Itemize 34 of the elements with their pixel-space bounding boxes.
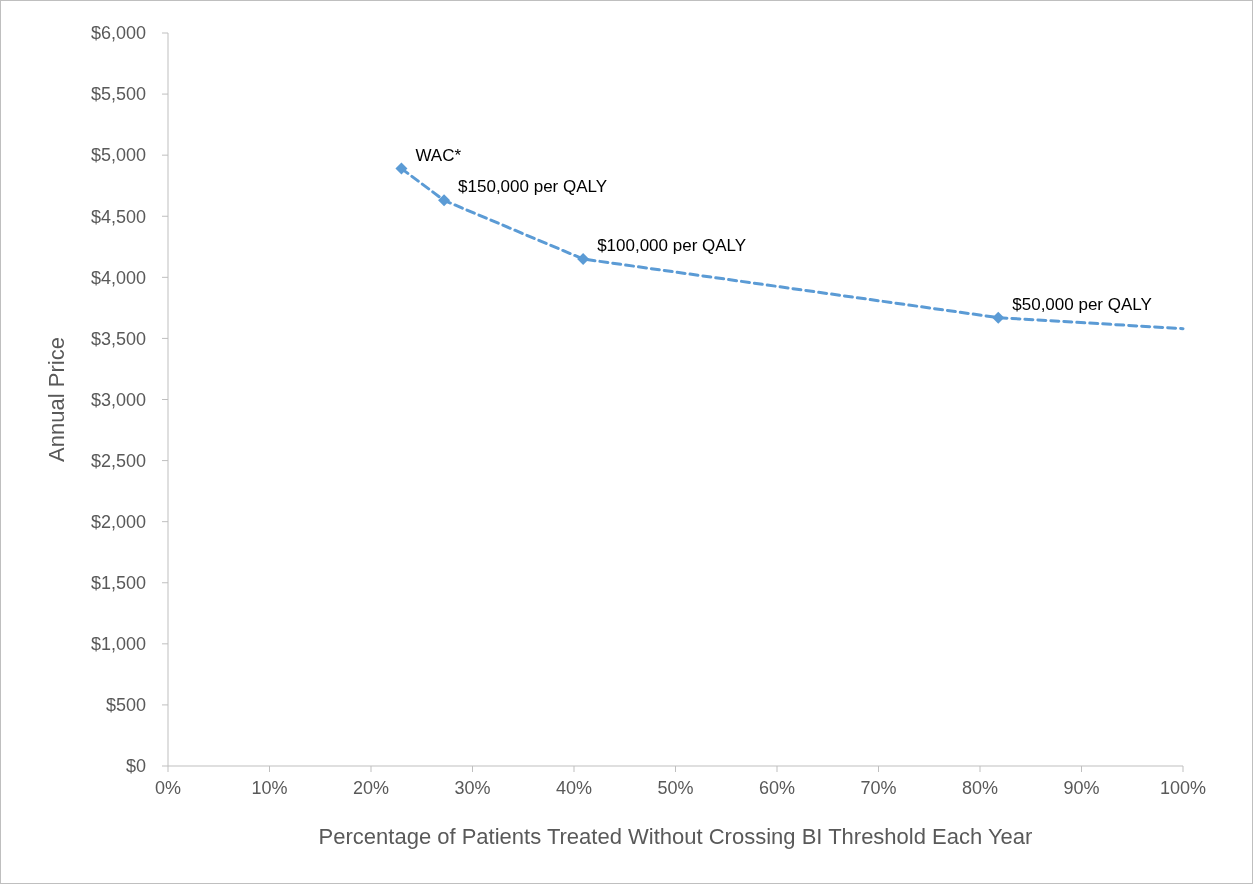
point bbox=[395, 162, 408, 175]
x-tick-label: 10% bbox=[251, 778, 288, 798]
x-axis-title: Percentage of Patients Treated Without Crossing BI Threshold Each Year bbox=[318, 824, 1033, 849]
x-tick-label: 60% bbox=[758, 778, 796, 798]
y-axis-title: Annual Price bbox=[44, 337, 69, 462]
point bbox=[992, 311, 1005, 324]
point bbox=[438, 194, 451, 207]
annotation: WAC* bbox=[415, 145, 462, 165]
x-tick-label: 90% bbox=[1063, 778, 1100, 798]
x-tick-label: 40% bbox=[555, 778, 593, 798]
y-tick-label: $5,500 bbox=[90, 84, 146, 105]
y-tick-label: $0 bbox=[125, 756, 146, 777]
annotation: $50,000 per QALY bbox=[1012, 294, 1152, 314]
y-tick-label: $3,000 bbox=[90, 389, 146, 410]
x-tick-label: 100% bbox=[1159, 778, 1207, 798]
x-tick-label: 80% bbox=[961, 778, 999, 798]
annotation: $100,000 per QALY bbox=[597, 236, 747, 256]
x-tick-label: 20% bbox=[352, 778, 390, 798]
x-tick-label: 0% bbox=[154, 778, 182, 798]
x-tick-label: 30% bbox=[454, 778, 491, 798]
y-tick-label: $1,000 bbox=[90, 634, 146, 655]
y-tick-label: $5,000 bbox=[90, 145, 146, 166]
x-tick-label: 70% bbox=[860, 778, 897, 798]
y-tick-label: $2,000 bbox=[90, 511, 146, 532]
y-tick-label: $1,500 bbox=[90, 573, 146, 594]
annotation: $150,000 per QALY bbox=[458, 177, 608, 197]
point bbox=[577, 253, 590, 266]
y-tick-label: $2,500 bbox=[90, 450, 146, 471]
y-tick-label: $6,000 bbox=[90, 23, 146, 44]
y-tick-label: $4,500 bbox=[90, 206, 146, 227]
y-tick-label: $3,500 bbox=[90, 328, 146, 349]
y-tick-label: $500 bbox=[105, 695, 146, 716]
x-tick-label: 50% bbox=[657, 778, 694, 798]
y-tick-label: $4,000 bbox=[90, 267, 146, 288]
